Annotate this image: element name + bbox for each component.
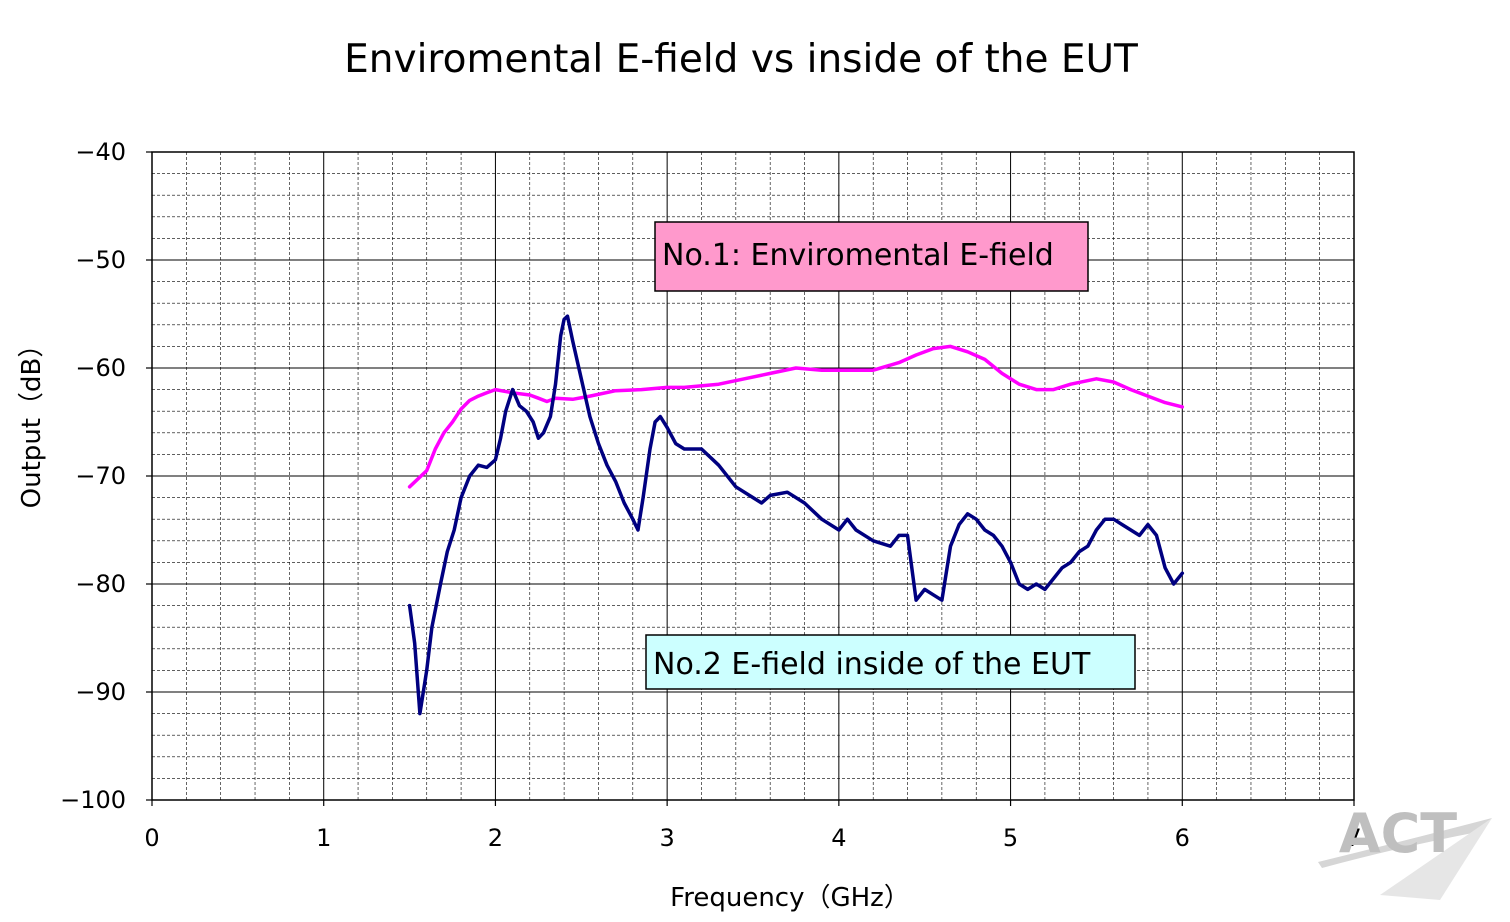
series-line-2: [407, 314, 1185, 716]
x-axis-label: Frequency（GHz）: [670, 883, 910, 913]
x-tick-label: 2: [488, 824, 503, 852]
series-line-1: [407, 344, 1185, 489]
x-tick-label: 0: [144, 824, 159, 852]
y-tick-label: −80: [75, 570, 126, 598]
series-layer: [407, 314, 1185, 716]
act-logo: ACT: [1318, 802, 1492, 900]
y-tick-label: −70: [75, 462, 126, 490]
x-axis-ticks: 0 1 2 3 4 5 6 7: [144, 800, 1362, 852]
legend-label-series-2: No.2 E-field inside of the EUT: [645, 634, 1136, 690]
logo-swoosh: [1318, 818, 1492, 868]
legend-text-series-2: No.2 E-field inside of the EUT: [653, 647, 1091, 682]
x-tick-label: 7: [1346, 824, 1361, 852]
y-tick-label: −90: [75, 678, 126, 706]
logo-arrow: [1380, 818, 1492, 900]
chart-title: Enviromental E-field vs inside of the EU…: [344, 37, 1138, 82]
legend-box-series-1: [654, 221, 1089, 292]
x-tick-label: 4: [831, 824, 846, 852]
y-axis-ticks: −40 −50 −60 −70 −80 −90 −100: [60, 138, 152, 814]
y-tick-label: −60: [75, 354, 126, 382]
x-tick-label: 6: [1175, 824, 1190, 852]
y-tick-label: −100: [60, 786, 126, 814]
legend-box-series-2: [645, 634, 1136, 690]
y-axis-label: Output（dB）: [17, 332, 47, 509]
logo-text: ACT: [1339, 802, 1457, 865]
y-tick-label: −40: [75, 138, 126, 166]
x-tick-label: 3: [660, 824, 675, 852]
major-grid: [152, 152, 1354, 800]
y-tick-label: −50: [75, 246, 126, 274]
x-tick-label: 1: [316, 824, 331, 852]
legend-label-series-1: No.1: Enviromental E-field: [654, 221, 1089, 292]
x-tick-label: 5: [1003, 824, 1018, 852]
legend-text-series-1: No.1: Enviromental E-field: [662, 238, 1054, 273]
